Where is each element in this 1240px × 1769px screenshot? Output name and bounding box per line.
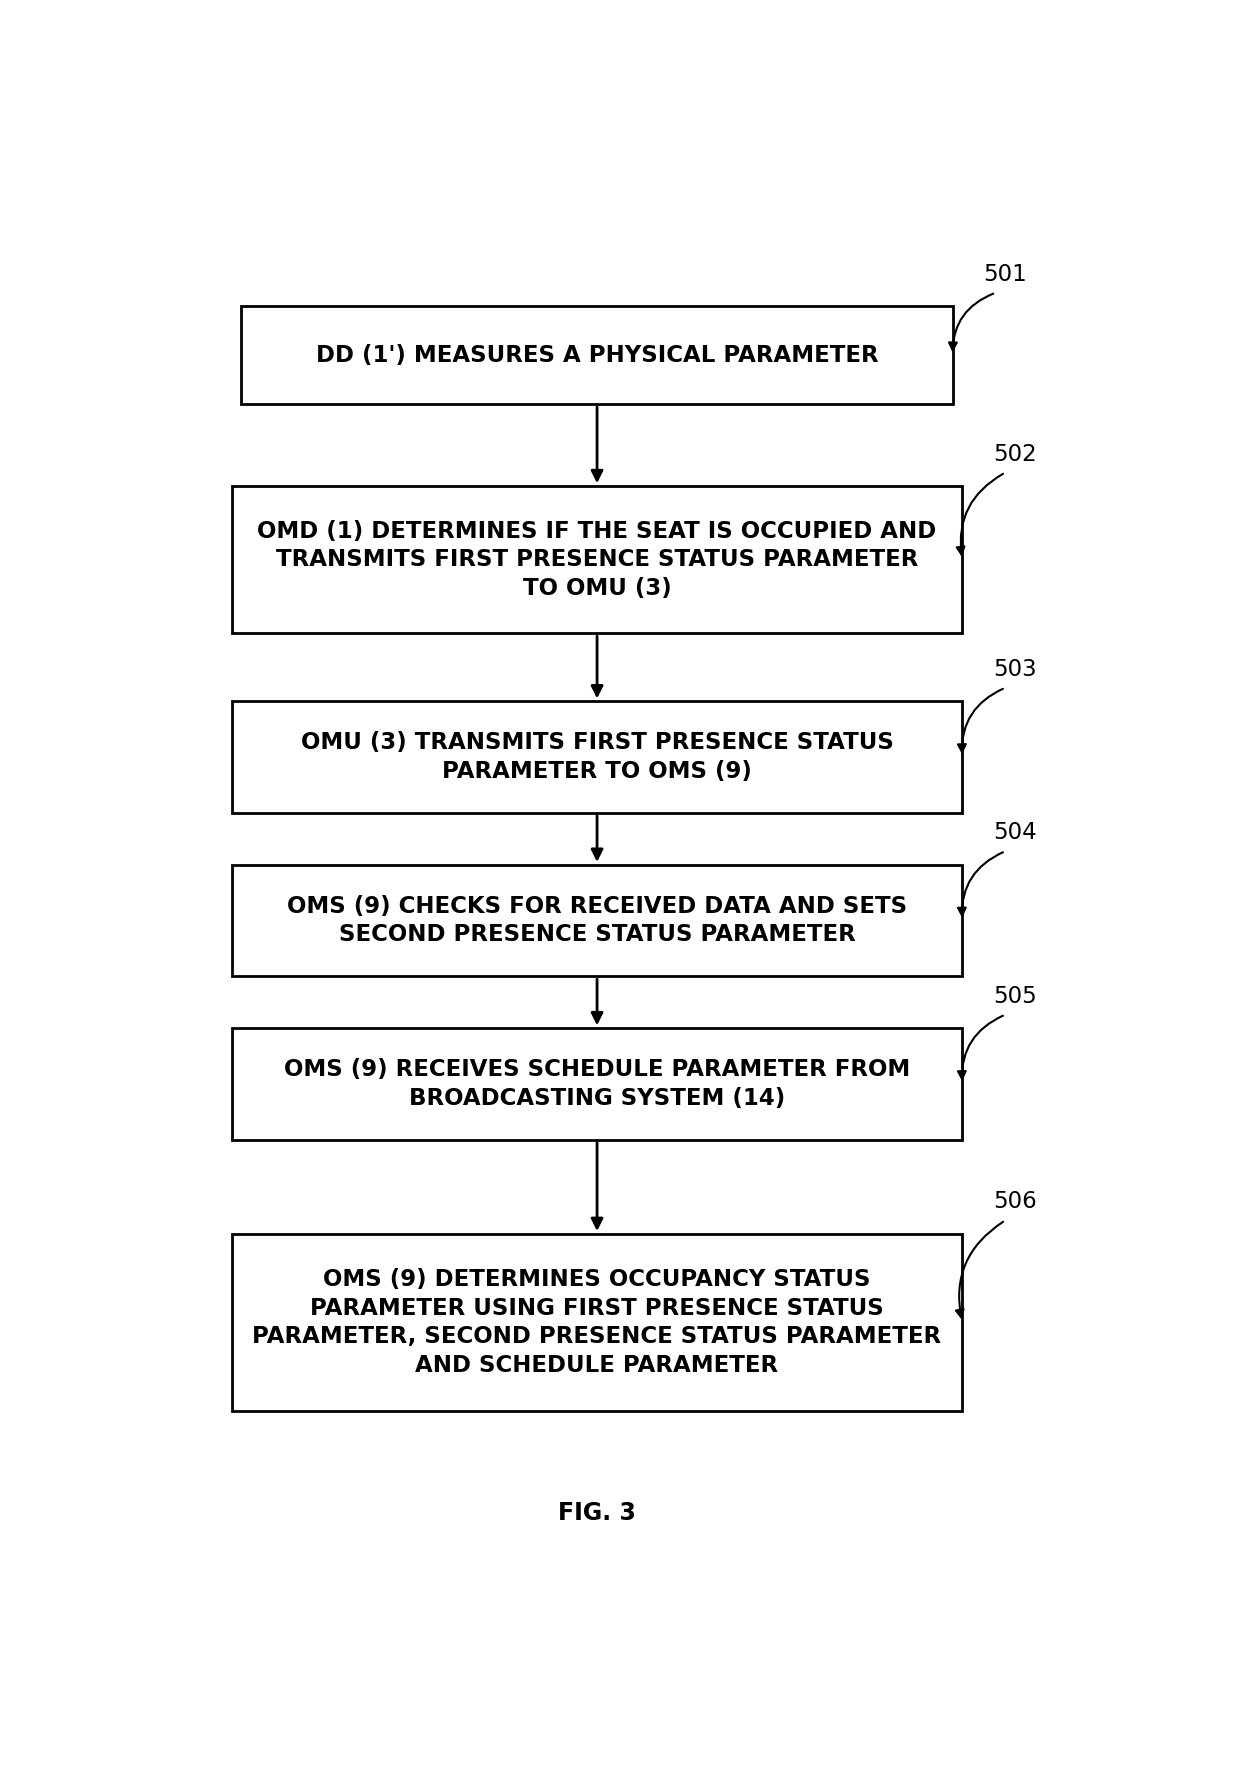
Text: 505: 505 [993, 985, 1037, 1008]
Text: OMS (9) CHECKS FOR RECEIVED DATA AND SETS
SECOND PRESENCE STATUS PARAMETER: OMS (9) CHECKS FOR RECEIVED DATA AND SET… [286, 895, 908, 946]
Text: 501: 501 [983, 264, 1028, 287]
Bar [232, 1028, 962, 1139]
Bar [232, 1235, 962, 1412]
Text: 506: 506 [993, 1191, 1037, 1214]
Text: DD (1') MEASURES A PHYSICAL PARAMETER: DD (1') MEASURES A PHYSICAL PARAMETER [316, 343, 878, 366]
Text: OMD (1) DETERMINES IF THE SEAT IS OCCUPIED AND
TRANSMITS FIRST PRESENCE STATUS P: OMD (1) DETERMINES IF THE SEAT IS OCCUPI… [258, 520, 936, 600]
Text: 504: 504 [993, 821, 1037, 844]
Bar [232, 486, 962, 633]
Text: 503: 503 [993, 658, 1037, 681]
Text: OMU (3) TRANSMITS FIRST PRESENCE STATUS
PARAMETER TO OMS (9): OMU (3) TRANSMITS FIRST PRESENCE STATUS … [300, 731, 894, 784]
Text: OMS (9) DETERMINES OCCUPANCY STATUS
PARAMETER USING FIRST PRESENCE STATUS
PARAME: OMS (9) DETERMINES OCCUPANCY STATUS PARA… [253, 1268, 941, 1376]
Text: FIG. 3: FIG. 3 [558, 1502, 636, 1525]
Text: 502: 502 [993, 442, 1037, 465]
Bar [242, 306, 952, 405]
Bar [232, 701, 962, 814]
Bar [232, 865, 962, 976]
Text: OMS (9) RECEIVES SCHEDULE PARAMETER FROM
BROADCASTING SYSTEM (14): OMS (9) RECEIVES SCHEDULE PARAMETER FROM… [284, 1058, 910, 1109]
